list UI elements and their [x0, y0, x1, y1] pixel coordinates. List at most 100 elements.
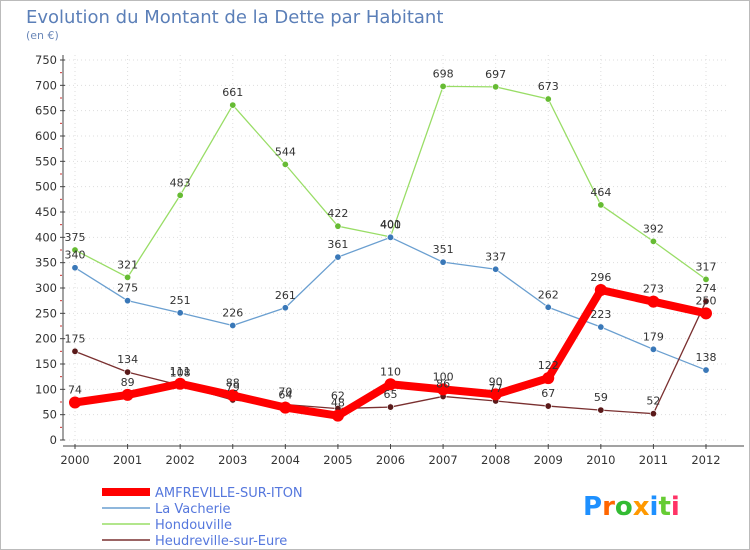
legend-label: AMFREVILLE-SUR-ITON [155, 486, 303, 501]
x-tick-label: 2003 [218, 453, 247, 467]
y-tick-label: 650 [35, 104, 57, 118]
x-tick-label: 2002 [166, 453, 195, 467]
series-point [702, 275, 710, 283]
series-point [647, 295, 660, 308]
series-point [281, 304, 289, 312]
data-label: 64 [278, 389, 292, 402]
x-tick-label: 2008 [481, 453, 510, 467]
data-label: 661 [222, 86, 243, 99]
data-label: 100 [433, 370, 454, 383]
series-point [597, 323, 605, 331]
y-tick-label: 750 [35, 53, 57, 67]
series-point [544, 303, 552, 311]
series-point [176, 309, 184, 317]
series-point [279, 401, 292, 414]
series-point [69, 396, 81, 409]
data-label: 275 [117, 282, 138, 295]
data-label: 175 [65, 332, 86, 345]
legend-label: Hondouville [155, 518, 232, 533]
series-point [492, 83, 500, 91]
x-tick-label: 2000 [60, 453, 89, 467]
data-label: 108 [170, 366, 191, 379]
data-label: 673 [538, 80, 559, 93]
grid [65, 55, 726, 441]
data-label: 261 [275, 289, 296, 302]
data-label: 317 [696, 260, 717, 273]
series-point [544, 402, 552, 410]
series-point [594, 284, 607, 297]
data-label: 52 [646, 395, 660, 408]
data-label: 273 [643, 283, 664, 296]
data-label: 70 [278, 386, 292, 399]
series-point [439, 258, 447, 266]
x-tick-label: 2012 [691, 453, 720, 467]
series-point [124, 368, 132, 376]
series-point [544, 95, 552, 103]
series-point [121, 388, 134, 401]
data-label: 340 [65, 249, 86, 262]
series-point [229, 101, 237, 109]
data-label: 483 [170, 176, 191, 189]
y-tick-label: 250 [35, 306, 57, 320]
y-tick-label: 700 [35, 78, 57, 92]
data-label: 90 [489, 375, 503, 388]
data-label: 464 [590, 186, 611, 199]
data-label: 59 [594, 391, 608, 404]
y-tick-label: 0 [50, 433, 57, 447]
chart-subtitle: (en €) [26, 29, 59, 42]
series-point [489, 388, 502, 401]
data-label: 250 [696, 294, 717, 307]
y-tick-label: 200 [35, 332, 57, 346]
series-point [229, 321, 237, 329]
series-point [124, 297, 132, 305]
y-tick-label: 600 [35, 129, 57, 143]
data-label: 67 [541, 387, 555, 400]
series-point [437, 383, 450, 396]
series-point [439, 82, 447, 90]
series-point [281, 160, 289, 168]
y-tick-label: 50 [42, 408, 57, 422]
data-label: 351 [433, 243, 454, 256]
data-label: 65 [384, 388, 398, 401]
data-label: 110 [380, 365, 401, 378]
data-label: 226 [222, 306, 243, 319]
series-point [71, 246, 79, 254]
series-point [331, 409, 344, 422]
data-label: 86 [436, 377, 450, 390]
series-point [702, 297, 710, 305]
data-label: 375 [65, 231, 86, 244]
x-tick-label: 2007 [428, 453, 457, 467]
series-point [386, 233, 394, 241]
data-label: 88 [226, 376, 240, 389]
x-tick-label: 2006 [376, 453, 405, 467]
series-point [71, 347, 79, 355]
data-label: 400 [380, 218, 401, 231]
series-point [334, 253, 342, 261]
data-label: 401 [380, 218, 401, 231]
x-tick-label: 2001 [113, 453, 142, 467]
data-label: 274 [696, 282, 717, 295]
x-tick-label: 2004 [271, 453, 300, 467]
series-point [702, 366, 710, 374]
series-point [700, 307, 712, 320]
data-label: 179 [643, 330, 664, 343]
y-tick-label: 500 [35, 180, 57, 194]
series-point [597, 406, 605, 414]
x-tick-label: 2011 [639, 453, 668, 467]
x-tick-label: 2009 [534, 453, 563, 467]
data-label: 89 [121, 376, 135, 389]
data-label: 77 [489, 382, 503, 395]
y-tick-label: 100 [35, 382, 57, 396]
data-label: 62 [331, 390, 345, 403]
data-labels: 375 321 483 661 544 422 401 698 697 673 464 392 317 3… [65, 67, 717, 409]
data-label: 262 [538, 288, 559, 301]
data-label: 134 [117, 353, 138, 366]
y-tick-label: 550 [35, 154, 57, 168]
data-label: 48 [331, 397, 345, 410]
data-label: 74 [68, 384, 82, 397]
y-tick-label: 300 [35, 281, 57, 295]
series-point [176, 191, 184, 199]
series-point [542, 372, 555, 385]
